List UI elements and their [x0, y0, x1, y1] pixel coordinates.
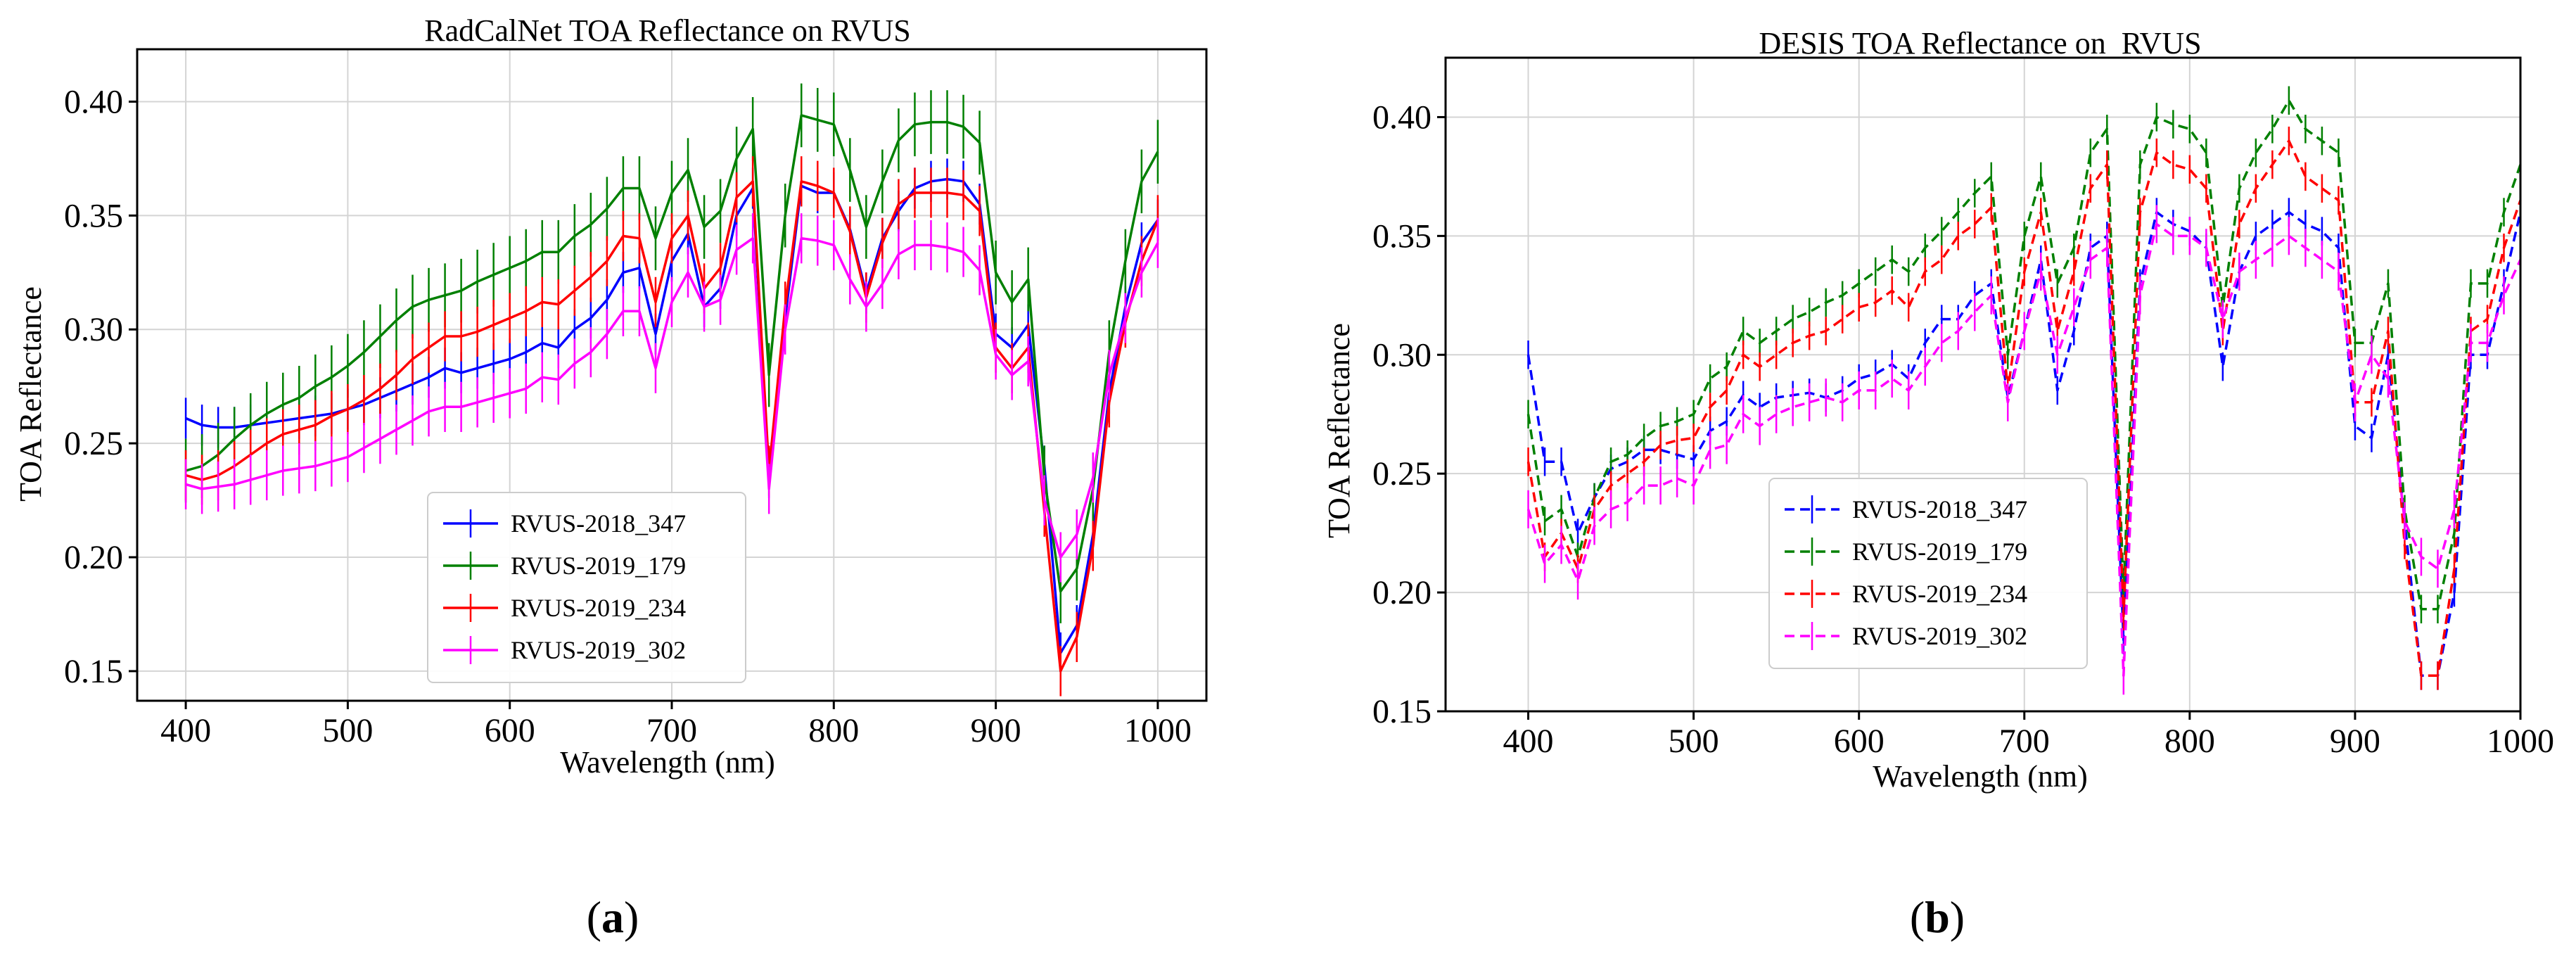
chart-b-plot-frame [1444, 56, 2522, 713]
chart-a-x-tick-label: 1000 [1124, 712, 1192, 749]
chart-b-series-group [1526, 86, 2522, 695]
chart-a-series-RVUS-2019_302 [184, 213, 1159, 583]
chart-b-x-tick-label: 600 [1834, 723, 1885, 760]
chart-a-legend-label: RVUS-2019_234 [511, 594, 686, 622]
chart-b-legend-label: RVUS-2019_234 [1852, 580, 2027, 608]
chart-a-x-tick-label: 700 [646, 712, 697, 749]
chart-b-legend-item: RVUS-2019_302 [1785, 622, 2027, 650]
chart-a-y-tick-label: 0.35 [64, 197, 123, 234]
chart-a-legend-item: RVUS-2018_347 [443, 509, 686, 538]
chart-a-legend-label: RVUS-2019_179 [511, 552, 686, 580]
caption-b-close: ) [1950, 892, 1965, 942]
caption-a: (a) [587, 892, 639, 942]
chart-a-x-tick-label: 600 [485, 712, 535, 749]
chart-b-x-tick-label: 900 [2330, 723, 2380, 760]
chart-a-series-group [184, 83, 1159, 697]
chart-a-x-tick-label: 500 [322, 712, 373, 749]
chart-b-x-tick-label: 700 [1999, 723, 2050, 760]
chart-b-legend-item: RVUS-2019_234 [1785, 580, 2027, 608]
chart-a-x-tick-label: 800 [808, 712, 859, 749]
chart-a-legend-label: RVUS-2019_302 [511, 636, 686, 664]
chart-b-x-tick-label: 500 [1669, 723, 1719, 760]
chart-b-y-tick-label: 0.15 [1372, 693, 1432, 730]
chart-b-legend: RVUS-2018_347 RVUS-2019_179 RVUS-2019_234 R… [1768, 478, 2088, 669]
chart-b-legend-box [1768, 478, 2088, 669]
caption-b-open: ( [1910, 892, 1925, 942]
chart-a-legend-label: RVUS-2018_347 [511, 509, 686, 538]
chart-b-x-tick-label: 400 [1503, 723, 1554, 760]
chart-b: DESIS TOA Reflectance on RVUS TOA Reflec… [1322, 26, 2554, 794]
chart-b-legend-item: RVUS-2018_347 [1785, 495, 2027, 523]
chart-a-y-axis-label: TOA Reflectance [13, 286, 48, 502]
chart-a-y-tick-label: 0.40 [64, 83, 123, 120]
chart-a-legend: RVUS-2018_347 RVUS-2019_179 RVUS-2019_234 R… [427, 492, 746, 683]
chart-a-legend-item: RVUS-2019_302 [443, 636, 686, 664]
chart-b-y-tick-label: 0.35 [1372, 217, 1432, 255]
chart-b-title: DESIS TOA Reflectance on RVUS [1759, 26, 2201, 61]
chart-b-y-tick-label: 0.40 [1372, 98, 1432, 136]
chart-a-y-tick-label: 0.30 [64, 311, 123, 348]
caption-b: (b) [1910, 892, 1965, 942]
chart-b-legend-label: RVUS-2018_347 [1852, 495, 2027, 523]
chart-a-ticks: 400 500 600 700 800 900 1000 0.15 0.20 0.25 0.30 0.… [64, 83, 1192, 749]
chart-b-x-tick-label: 1000 [2487, 723, 2554, 760]
chart-b-legend-label: RVUS-2019_302 [1852, 622, 2027, 650]
chart-a-y-tick-label: 0.20 [64, 539, 123, 576]
chart-a-x-tick-label: 900 [971, 712, 1021, 749]
caption-a-open: ( [587, 892, 601, 942]
chart-b-legend-item: RVUS-2019_179 [1785, 538, 2027, 566]
svg-text:(b): (b) [1910, 892, 1965, 942]
chart-b-x-axis-label: Wavelength (nm) [1873, 759, 2088, 794]
chart-b-y-tick-label: 0.25 [1372, 455, 1432, 492]
chart-a-y-tick-label: 0.25 [64, 425, 123, 462]
chart-a-x-axis-label: Wavelength (nm) [560, 745, 775, 780]
chart-b-y-tick-label: 0.20 [1372, 574, 1432, 611]
chart-a-legend-box [427, 492, 746, 683]
svg-text:(a): (a) [587, 892, 639, 942]
chart-a-title: RadCalNet TOA Reflectance on RVUS [424, 13, 910, 48]
chart-a: RadCalNet TOA Reflectance on RVUS TOA Re… [13, 13, 1208, 780]
caption-a-letter: a [601, 892, 624, 942]
chart-a-x-tick-label: 400 [160, 712, 211, 749]
chart-b-ticks: 400 500 600 700 800 900 1000 0.15 0.20 0.25 0.30 0.… [1372, 98, 2554, 760]
chart-a-legend-item: RVUS-2019_179 [443, 552, 686, 580]
chart-a-legend-item: RVUS-2019_234 [443, 594, 686, 622]
chart-b-y-tick-label: 0.30 [1372, 336, 1432, 374]
chart-b-y-axis-label: TOA Reflectance [1322, 323, 1356, 538]
caption-a-close: ) [624, 892, 639, 942]
chart-b-x-tick-label: 800 [2164, 723, 2215, 760]
chart-a-y-tick-label: 0.15 [64, 653, 123, 690]
caption-b-letter: b [1925, 892, 1950, 942]
chart-b-series-RVUS-2019_302 [1526, 205, 2522, 695]
chart-b-legend-label: RVUS-2019_179 [1852, 538, 2027, 566]
